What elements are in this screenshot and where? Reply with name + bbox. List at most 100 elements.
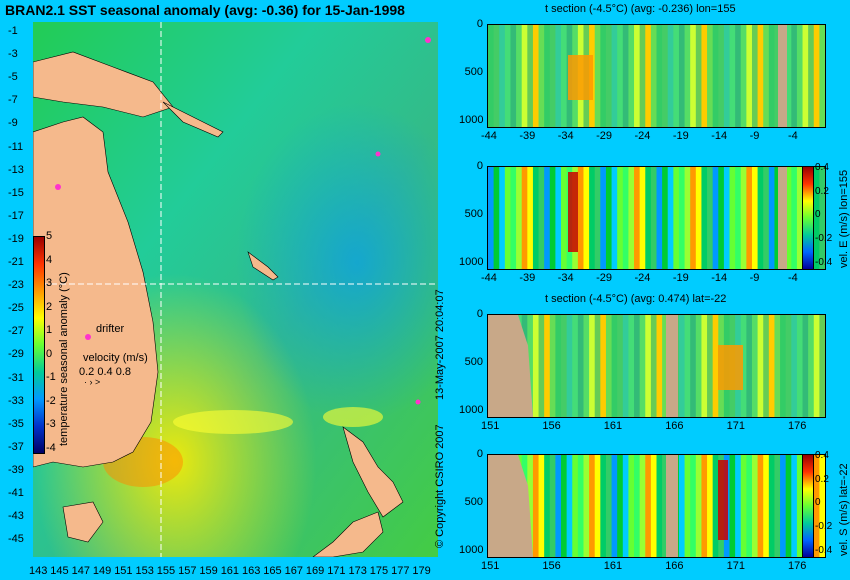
section-field-stripe xyxy=(656,455,663,557)
section-field-stripe xyxy=(561,167,568,269)
colorbar-tick-label: -1 xyxy=(46,371,56,383)
colorbar-tick-label: 2 xyxy=(46,300,53,313)
colorbar-tick-label: -3 xyxy=(46,418,56,430)
anomaly-feature xyxy=(718,345,743,390)
drifter-marker xyxy=(425,37,431,43)
section-field-stripe xyxy=(589,455,596,557)
section-field-stripe xyxy=(572,315,579,417)
section-x-tick: 151 xyxy=(481,420,500,432)
section-field-stripe xyxy=(549,167,556,269)
lon-tick-label: 175 xyxy=(369,565,389,577)
lon-tick-label: 151 xyxy=(114,565,133,577)
section-field-stripe xyxy=(639,25,646,127)
section-field-stripe xyxy=(605,25,613,127)
section-field-stripe xyxy=(684,167,691,269)
section-x-tick: -9 xyxy=(749,272,760,284)
section-field-stripe xyxy=(622,25,629,127)
section-field-stripe xyxy=(611,167,618,269)
section-field-stripe xyxy=(628,315,635,417)
section-field-stripe xyxy=(650,315,657,417)
section-field-stripe xyxy=(718,167,725,269)
section-field-stripe xyxy=(667,25,674,127)
section-field-stripe xyxy=(729,167,736,269)
section-plot[interactable] xyxy=(487,166,826,270)
section-field-stripe xyxy=(628,25,635,127)
lat-tick-label: -19 xyxy=(8,232,24,245)
lon-tick-label: 163 xyxy=(242,565,261,577)
lon-tick-label: 173 xyxy=(348,565,367,577)
map-colorbar xyxy=(33,236,45,454)
section-field-stripe xyxy=(791,25,798,127)
section-x-tick: -24 xyxy=(634,272,651,284)
section-field-stripe xyxy=(600,167,607,269)
lat-tick-label: -21 xyxy=(8,256,24,268)
section-field-stripe xyxy=(493,25,500,127)
section-field-stripe xyxy=(684,455,691,557)
section-field-stripe xyxy=(673,25,680,127)
new-zealand-north-land xyxy=(342,426,404,518)
section-field-stripe xyxy=(763,455,770,557)
section-field-stripe xyxy=(628,455,635,557)
section-field-stripe xyxy=(549,315,556,417)
section-x-tick: -29 xyxy=(596,130,613,142)
sst-map[interactable] xyxy=(33,22,438,557)
section-x-tick: 156 xyxy=(542,420,561,432)
section-field-stripe xyxy=(690,25,697,127)
section-field-stripe xyxy=(583,315,590,417)
section-field-stripe xyxy=(740,315,747,417)
lon-tick-label: 157 xyxy=(178,565,197,577)
velocity-colorbar-tick: -0.2 xyxy=(815,233,833,245)
lat-tick-label: -5 xyxy=(8,71,18,84)
section-field-stripe xyxy=(695,25,702,127)
section-field-stripe xyxy=(527,25,534,127)
section-x-tick: -19 xyxy=(672,130,689,142)
section-y-tick: 500 xyxy=(464,495,483,508)
lon-tick-label: 149 xyxy=(92,565,112,577)
section-field-stripe xyxy=(566,455,573,557)
section-field-stripe xyxy=(678,315,686,417)
section-field-stripe xyxy=(516,167,523,269)
land-mask xyxy=(778,167,787,269)
copyright-label: © Copyright CSIRO 2007 xyxy=(434,424,446,548)
drifter-marker xyxy=(55,184,61,190)
velocity-colorbar-tick: 0.2 xyxy=(815,473,829,485)
section-field-stripe xyxy=(707,25,714,127)
section-field-stripe xyxy=(819,455,825,557)
new-zealand-south-land xyxy=(312,511,384,557)
colorbar-tick-label: 4 xyxy=(46,253,53,266)
section-x-tick: -44 xyxy=(481,130,497,142)
lon-tick-label: 179 xyxy=(412,565,431,577)
section-field-stripe xyxy=(639,455,646,557)
section-field-stripe xyxy=(589,315,596,417)
velocity-colorbar-label: vel. S (m/s) lat=-22 xyxy=(838,463,850,556)
colorbar-tick-label: -4 xyxy=(46,441,56,454)
velocity-colorbar xyxy=(802,166,814,270)
section-plot[interactable] xyxy=(487,454,826,558)
section-field-stripe xyxy=(639,167,646,269)
lat-tick-label: -43 xyxy=(8,510,24,523)
new-caledonia-land xyxy=(247,251,279,281)
section-field-stripe xyxy=(617,167,624,269)
velocity-colorbar-tick: -0.2 xyxy=(815,521,833,533)
section-field-stripe xyxy=(780,315,787,417)
section-field-stripe xyxy=(757,167,764,269)
section-field-stripe xyxy=(549,25,556,127)
section-field-stripe xyxy=(690,167,697,269)
section-field-stripe xyxy=(780,455,787,557)
drifter-marker xyxy=(375,151,381,157)
section-field-stripe xyxy=(634,25,641,127)
section-field-stripe xyxy=(712,455,719,557)
lon-tick-label: 165 xyxy=(263,565,282,577)
section-plot[interactable] xyxy=(487,24,826,128)
section-field-stripe xyxy=(611,315,618,417)
section-plot[interactable] xyxy=(487,314,826,418)
section-field-stripe xyxy=(532,315,540,417)
section-field-stripe xyxy=(690,455,697,557)
section-field-stripe xyxy=(729,455,736,557)
section-y-tick: 1000 xyxy=(459,255,484,268)
section-field-stripe xyxy=(583,167,590,269)
velocity-arrows: · › > xyxy=(84,377,101,387)
section-field-stripe xyxy=(583,455,590,557)
section-field-stripe xyxy=(656,315,663,417)
section-x-tick: 171 xyxy=(726,420,745,432)
